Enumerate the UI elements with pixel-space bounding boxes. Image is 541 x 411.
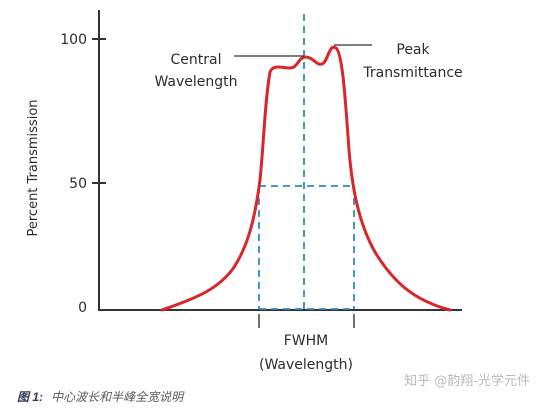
peak-transmittance-label-line2: Transmittance [362,65,462,81]
peak-transmittance-label-line1: Peak [396,42,430,58]
central-wavelength-label-line2: Wavelength [154,74,237,90]
y-tick-0: 0 [78,300,87,316]
caption-text: 中心波长和半峰全宽说明 [51,390,185,404]
figure-caption: 图 1: 中心波长和半峰全宽说明 [17,386,185,405]
transmission-curve [160,45,452,312]
caption-label: 图 1: [17,390,43,404]
fwhm-label-line1: FWHM [284,333,329,349]
y-tick-50: 50 [69,176,87,192]
watermark: 知乎 @韵翔-光学元件 [404,373,530,389]
fwhm-label-line2: (Wavelength) [259,357,353,373]
central-wavelength-label-line1: Central [171,52,222,68]
y-tick-100: 100 [60,32,87,48]
y-axis-label: Percent Transmission [26,99,41,236]
